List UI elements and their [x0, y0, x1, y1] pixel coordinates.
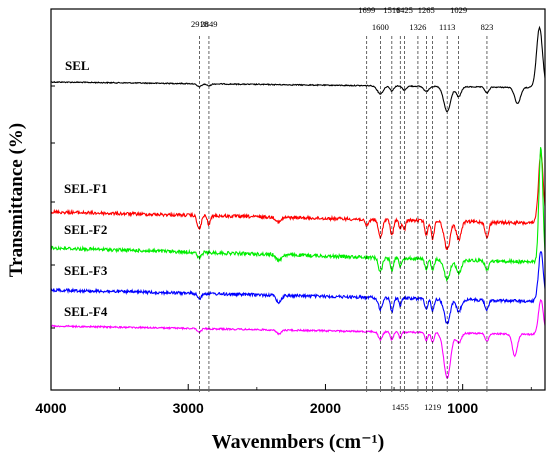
annotation-label-1516: 1516	[383, 5, 400, 15]
series-label-sel-f1: SEL-F1	[64, 181, 107, 196]
series-line-sel-f2	[50, 147, 546, 282]
series-label-sel-f3: SEL-F3	[64, 263, 108, 278]
series-line-sel-f1	[50, 151, 546, 251]
annotation-label-2849: 2849	[200, 19, 217, 29]
x-tick-label-3000: 3000	[173, 400, 204, 416]
annotation-label-1219: 1219	[424, 402, 441, 412]
series-label-sel-f4: SEL-F4	[64, 304, 108, 319]
y-axis-label: Transmittance (%)	[6, 123, 27, 277]
x-axis-label: Wavenmbers (cm⁻¹)	[212, 431, 385, 453]
series-label-sel: SEL	[65, 58, 90, 73]
plot-frame	[50, 8, 546, 391]
series-layer	[50, 25, 546, 379]
annotation-label-1699: 1699	[358, 5, 375, 15]
tick-layer: 4000 3000 2000 1000	[35, 85, 532, 416]
annotation-label-1600: 1600	[372, 22, 389, 32]
annotation-label-1326: 1326	[409, 22, 426, 32]
x-tick-label-4000: 4000	[35, 400, 66, 416]
x-tick-label-2000: 2000	[310, 400, 341, 416]
series-label-layer: SEL SEL-F1 SEL-F2 SEL-F3 SEL-F4	[64, 58, 108, 319]
series-label-sel-f2: SEL-F2	[64, 222, 107, 237]
annotation-label-1455: 1455	[392, 402, 409, 412]
annotation-label-1113: 1113	[439, 22, 455, 32]
series-line-sel-f3	[50, 251, 546, 325]
series-line-sel-f4	[50, 299, 546, 379]
series-line-sel	[50, 25, 546, 113]
annotation-label-1425: 1425	[396, 5, 413, 15]
annotation-label-2918: 2918	[191, 19, 208, 29]
annotation-label-823: 823	[481, 22, 494, 32]
annotation-label-1029: 1029	[450, 5, 467, 15]
annotation-label-1265: 1265	[418, 5, 435, 15]
x-tick-label-1000: 1000	[447, 400, 478, 416]
